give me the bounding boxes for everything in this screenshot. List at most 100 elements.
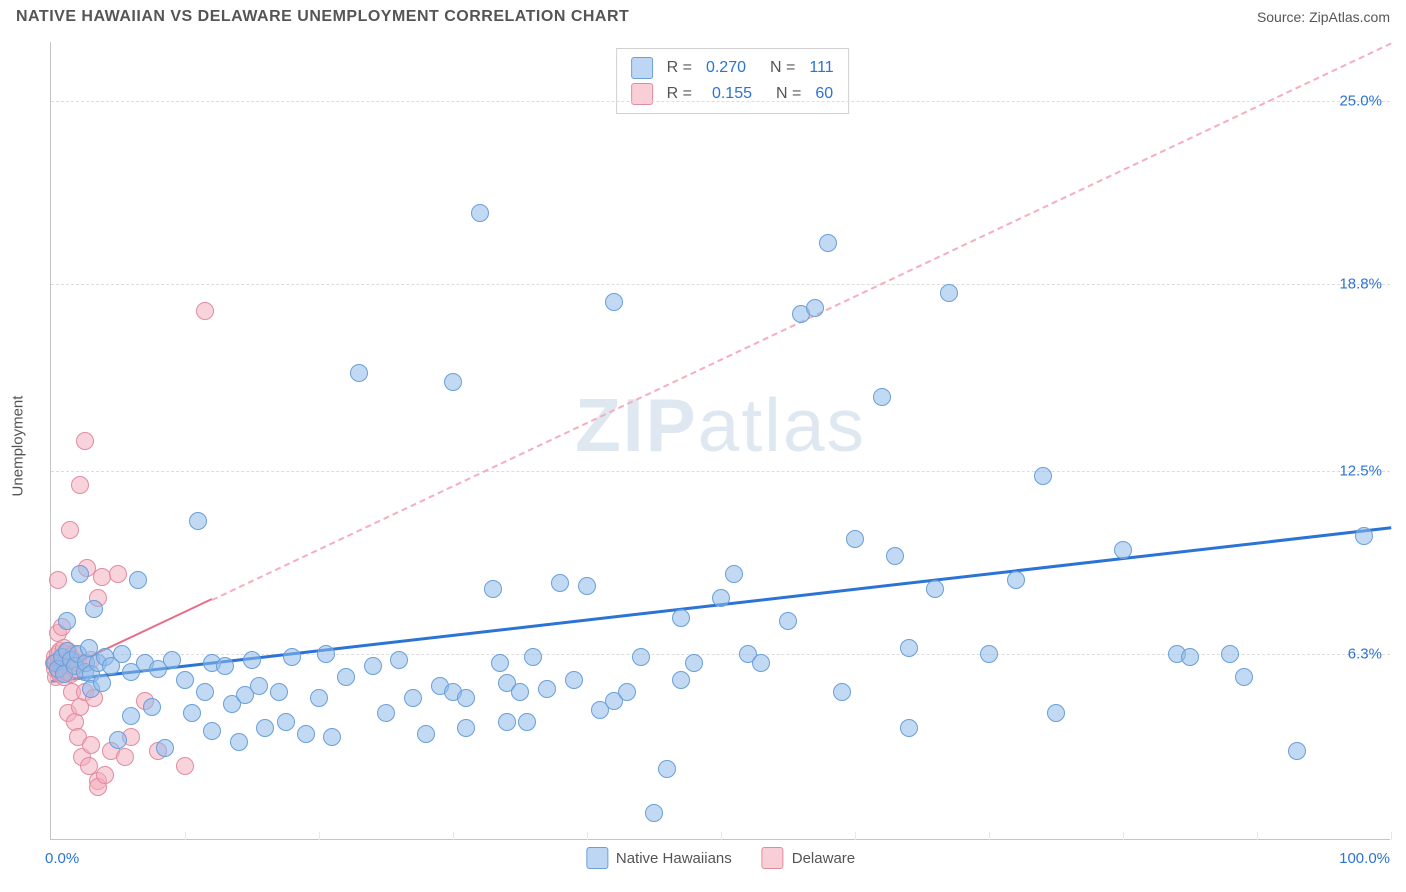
scatter-point-blue: [806, 299, 824, 317]
scatter-point-blue: [183, 704, 201, 722]
scatter-point-blue: [250, 677, 268, 695]
scatter-point-blue: [230, 733, 248, 751]
scatter-point-blue: [189, 512, 207, 530]
x-tick-label: 0.0%: [45, 850, 79, 867]
scatter-point-blue: [457, 719, 475, 737]
scatter-point-blue: [364, 657, 382, 675]
scatter-point-blue: [672, 609, 690, 627]
scatter-point-blue: [725, 565, 743, 583]
y-axis-label: Unemployment: [10, 396, 27, 497]
gridline-h: [51, 284, 1390, 285]
n-label: N =: [770, 59, 795, 77]
scatter-point-blue: [819, 234, 837, 252]
scatter-point-pink: [109, 565, 127, 583]
x-minor-tick: [319, 832, 320, 840]
scatter-point-blue: [1181, 648, 1199, 666]
scatter-point-blue: [71, 565, 89, 583]
scatter-point-blue: [85, 600, 103, 618]
scatter-point-blue: [156, 739, 174, 757]
correlation-row-blue: R = 0.270 N = 111: [631, 55, 834, 81]
legend-label-blue: Native Hawaiians: [616, 850, 732, 867]
scatter-point-blue: [337, 668, 355, 686]
scatter-point-blue: [216, 657, 234, 675]
scatter-point-blue: [243, 651, 261, 669]
scatter-point-blue: [1235, 668, 1253, 686]
legend-swatch-blue: [631, 57, 653, 79]
scatter-point-blue: [632, 648, 650, 666]
scatter-point-blue: [511, 683, 529, 701]
scatter-point-pink: [61, 521, 79, 539]
scatter-point-blue: [277, 713, 295, 731]
scatter-point-pink: [196, 302, 214, 320]
scatter-point-pink: [116, 748, 134, 766]
r-label: R =: [667, 59, 692, 77]
x-minor-tick: [185, 832, 186, 840]
scatter-point-blue: [900, 639, 918, 657]
scatter-point-blue: [565, 671, 583, 689]
scatter-point-pink: [176, 757, 194, 775]
legend-swatch-pink: [762, 847, 784, 869]
scatter-point-blue: [471, 204, 489, 222]
scatter-point-blue: [143, 698, 161, 716]
scatter-point-blue: [484, 580, 502, 598]
x-minor-tick: [1257, 832, 1258, 840]
scatter-point-blue: [109, 731, 127, 749]
scatter-point-pink: [71, 476, 89, 494]
scatter-point-blue: [900, 719, 918, 737]
scatter-point-blue: [518, 713, 536, 731]
scatter-point-blue: [491, 654, 509, 672]
scatter-point-pink: [96, 766, 114, 784]
legend-item-pink: Delaware: [762, 847, 855, 869]
legend-label-pink: Delaware: [792, 850, 855, 867]
scatter-point-blue: [779, 612, 797, 630]
scatter-point-blue: [283, 648, 301, 666]
scatter-point-blue: [886, 547, 904, 565]
scatter-point-blue: [712, 589, 730, 607]
y-tick-label: 12.5%: [1339, 462, 1382, 479]
scatter-point-pink: [49, 571, 67, 589]
scatter-point-blue: [297, 725, 315, 743]
x-minor-tick: [1123, 832, 1124, 840]
scatter-point-blue: [350, 364, 368, 382]
y-tick-label: 25.0%: [1339, 93, 1382, 110]
scatter-point-blue: [270, 683, 288, 701]
gridline-h: [51, 101, 1390, 102]
watermark: ZIPatlas: [575, 382, 866, 468]
scatter-point-blue: [377, 704, 395, 722]
scatter-point-blue: [980, 645, 998, 663]
correlation-legend: R = 0.270 N = 111 R = 0.155 N = 60: [616, 48, 849, 114]
scatter-point-blue: [129, 571, 147, 589]
gridline-h: [51, 471, 1390, 472]
scatter-point-blue: [113, 645, 131, 663]
scatter-point-blue: [940, 284, 958, 302]
scatter-point-blue: [323, 728, 341, 746]
scatter-point-blue: [846, 530, 864, 548]
scatter-point-blue: [1047, 704, 1065, 722]
scatter-point-blue: [833, 683, 851, 701]
scatter-point-blue: [1007, 571, 1025, 589]
x-minor-tick: [989, 832, 990, 840]
scatter-point-blue: [498, 713, 516, 731]
scatter-point-blue: [58, 612, 76, 630]
source-label: Source: ZipAtlas.com: [1257, 9, 1390, 25]
x-minor-tick: [721, 832, 722, 840]
scatter-point-blue: [176, 671, 194, 689]
scatter-point-blue: [457, 689, 475, 707]
x-minor-tick: [587, 832, 588, 840]
x-minor-tick: [855, 832, 856, 840]
scatter-point-pink: [76, 432, 94, 450]
chart-container: ZIPatlas R = 0.270 N = 111 R = 0.155 N =…: [50, 42, 1390, 840]
scatter-point-blue: [390, 651, 408, 669]
y-tick-label: 18.8%: [1339, 276, 1382, 293]
scatter-point-blue: [310, 689, 328, 707]
scatter-point-blue: [672, 671, 690, 689]
y-tick-label: 6.3%: [1348, 645, 1382, 662]
scatter-point-blue: [551, 574, 569, 592]
scatter-point-blue: [203, 722, 221, 740]
scatter-point-blue: [1355, 527, 1373, 545]
bottom-legend: Native Hawaiians Delaware: [586, 847, 855, 869]
scatter-point-blue: [163, 651, 181, 669]
scatter-point-pink: [82, 736, 100, 754]
plot-area: ZIPatlas R = 0.270 N = 111 R = 0.155 N =…: [50, 42, 1390, 840]
scatter-point-blue: [752, 654, 770, 672]
